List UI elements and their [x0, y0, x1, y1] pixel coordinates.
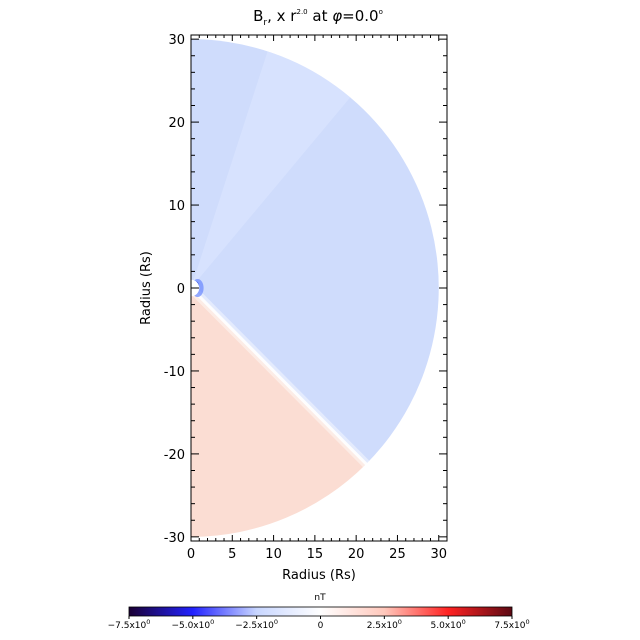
current-sheet	[192, 289, 368, 466]
x-tick-label: 30	[430, 547, 447, 562]
colorbar-tick-label: 5.0x100	[431, 618, 466, 631]
colorbar-label: nT	[314, 593, 326, 603]
region-positive-polarity	[191, 288, 367, 537]
x-tick-label: 15	[307, 547, 324, 562]
y-tick-label: 0	[177, 282, 185, 297]
chart-title: Br, x r2.0 at φ=0.0o	[253, 7, 383, 28]
x-axis-label: Radius (Rs)	[282, 568, 356, 583]
field-streak	[191, 51, 351, 289]
x-tick-label: 20	[348, 547, 365, 562]
colorbar-tick-label: −5.0x100	[171, 618, 214, 631]
colorbar-tick-label: 7.5x100	[494, 618, 529, 631]
colorbar	[128, 606, 513, 617]
y-tick-label: -30	[164, 531, 185, 546]
y-tick-label: 30	[168, 33, 185, 48]
heatmap-field	[191, 39, 439, 537]
colorbar-tick-label: −2.5x100	[235, 618, 278, 631]
x-tick-label: 0	[187, 547, 195, 562]
y-tick-label: -10	[164, 365, 185, 380]
y-tick-label: -20	[164, 448, 185, 463]
x-tick-label: 25	[389, 547, 406, 562]
y-axis-label: Radius (Rs)	[139, 251, 154, 325]
colorbar-ticks: −7.5x100 −5.0x100 −2.5x100 0 2.5x100 5.0x100 7…	[108, 616, 530, 631]
y-tick-label: 20	[168, 116, 185, 131]
x-tick-label: 10	[265, 547, 282, 562]
x-tick-label: 5	[228, 547, 236, 562]
colorbar-tick-label: 2.5x100	[367, 618, 402, 631]
current-sheet-glow	[191, 287, 370, 468]
y-axis-ticks: -30 -20 -10 0 10 20 30	[164, 33, 447, 546]
y-tick-label: 10	[168, 199, 185, 214]
colorbar-tick-label: −7.5x100	[108, 618, 151, 631]
colorbar-tick-label: 0	[318, 621, 324, 631]
x-axis-ticks: 0 5 10 15 20 25 30	[187, 35, 447, 562]
